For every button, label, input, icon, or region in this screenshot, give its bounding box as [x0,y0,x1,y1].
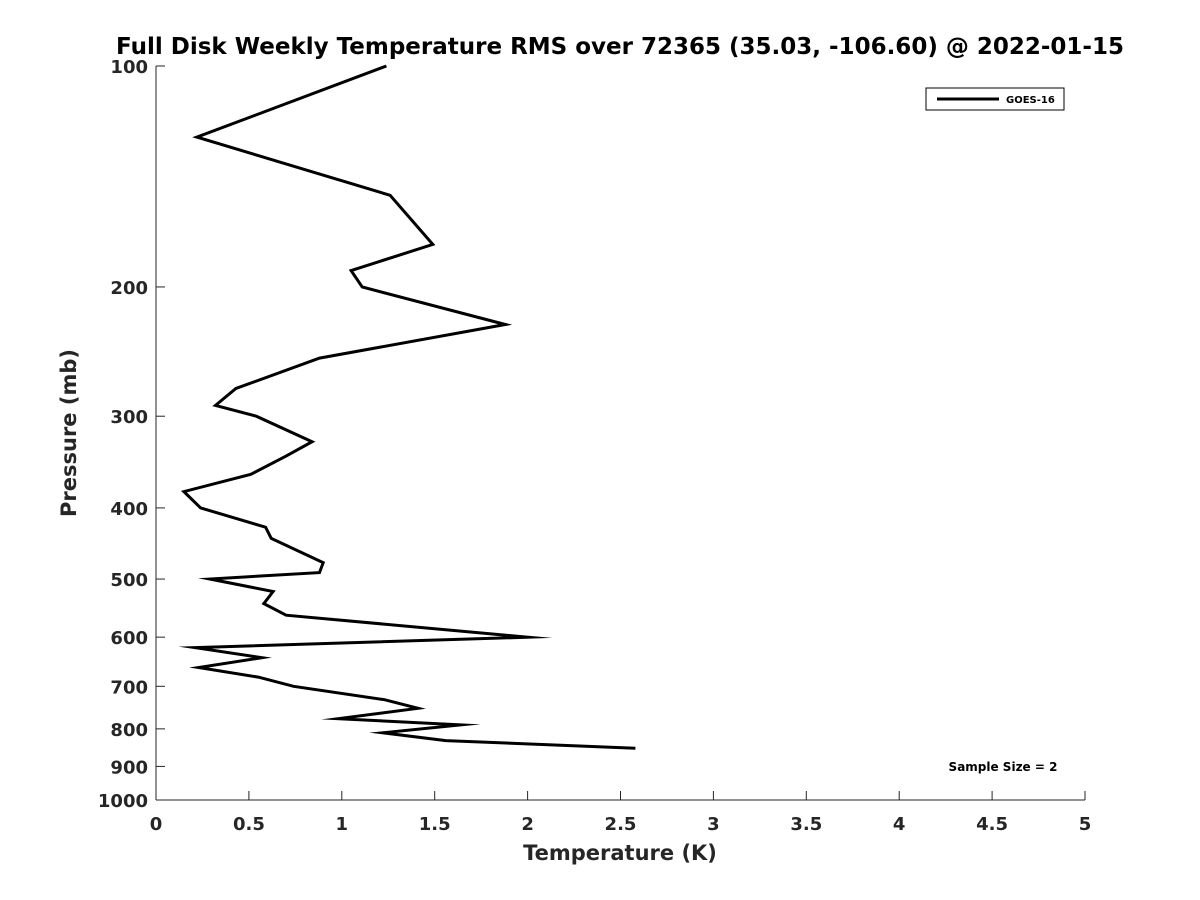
plot-area: 0 0.5 1 1.5 2 2.5 3 3.5 4 4.5 5 100 200 300 400 500 600 7… [98,57,1091,835]
x-tick-label: 5 [1079,814,1092,835]
x-tick-label: 3 [707,814,720,835]
y-tick-label: 100 [110,57,148,78]
x-axis-label: Temperature (K) [523,841,717,865]
x-tick-label: 0 [150,814,163,835]
x-tick-label: 2.5 [605,814,637,835]
x-tick-label: 1 [336,814,349,835]
y-tick-label: 400 [110,499,148,520]
sample-size-annotation: Sample Size = 2 [949,760,1058,774]
y-tick-label: 600 [110,628,148,649]
y-tick-label: 1000 [98,791,148,812]
x-tick-label: 3.5 [790,814,822,835]
x-tick-label: 0.5 [233,814,265,835]
y-tick-label: 900 [110,757,148,778]
y-tick-label: 700 [110,677,148,698]
series-line-goes-16 [178,64,636,750]
legend: GOES-16 [925,87,1065,111]
y-tick-label: 300 [110,407,148,428]
legend-label-goes-16: GOES-16 [1006,95,1055,106]
x-tick-label: 1.5 [419,814,451,835]
y-axis-label: Pressure (mb) [57,349,81,517]
y-tick-label: 200 [110,278,148,299]
x-tick-label: 4.5 [976,814,1008,835]
y-tick-label: 800 [110,720,148,741]
chart-title: Full Disk Weekly Temperature RMS over 72… [116,34,1124,60]
x-tick-label: 2 [521,814,534,835]
x-tick-label: 4 [893,814,906,835]
y-tick-label: 500 [110,570,148,591]
